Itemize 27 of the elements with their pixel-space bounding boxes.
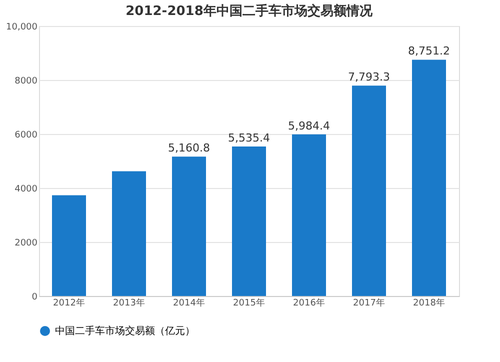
x-tick-label: 2016年 [293,298,325,308]
data-label: 7,793.3 [348,70,390,84]
bar [112,171,146,296]
bar [412,60,446,296]
x-tick-label: 2013年 [113,298,145,308]
y-tick-label: 0 [32,292,38,302]
legend-label: 中国二手车市场交易额（亿元） [55,325,195,337]
data-label: 8,751.2 [408,44,450,58]
bar [292,134,326,296]
x-tick-label: 2014年 [173,298,205,308]
chart-title: 2012-2018年中国二手车市场交易额情况 [126,3,374,19]
bar [232,146,266,296]
y-tick-label: 8000 [14,76,38,86]
x-tick-label: 2018年 [413,298,445,308]
x-tick-label: 2012年 [53,298,85,308]
bar [172,156,206,296]
y-tick-label: 10,000 [6,22,38,32]
bar [52,195,86,296]
y-tick-label: 4000 [14,184,38,194]
data-label: 5,160.8 [168,142,210,155]
data-label: 5,984.4 [288,119,330,132]
x-tick-label: 2017年 [353,298,385,308]
data-label: 5,535.4 [228,132,270,145]
y-tick-label: 6000 [14,130,38,140]
bar [352,86,386,296]
y-tick-label: 2000 [14,238,38,248]
x-tick-label: 2015年 [233,298,265,308]
